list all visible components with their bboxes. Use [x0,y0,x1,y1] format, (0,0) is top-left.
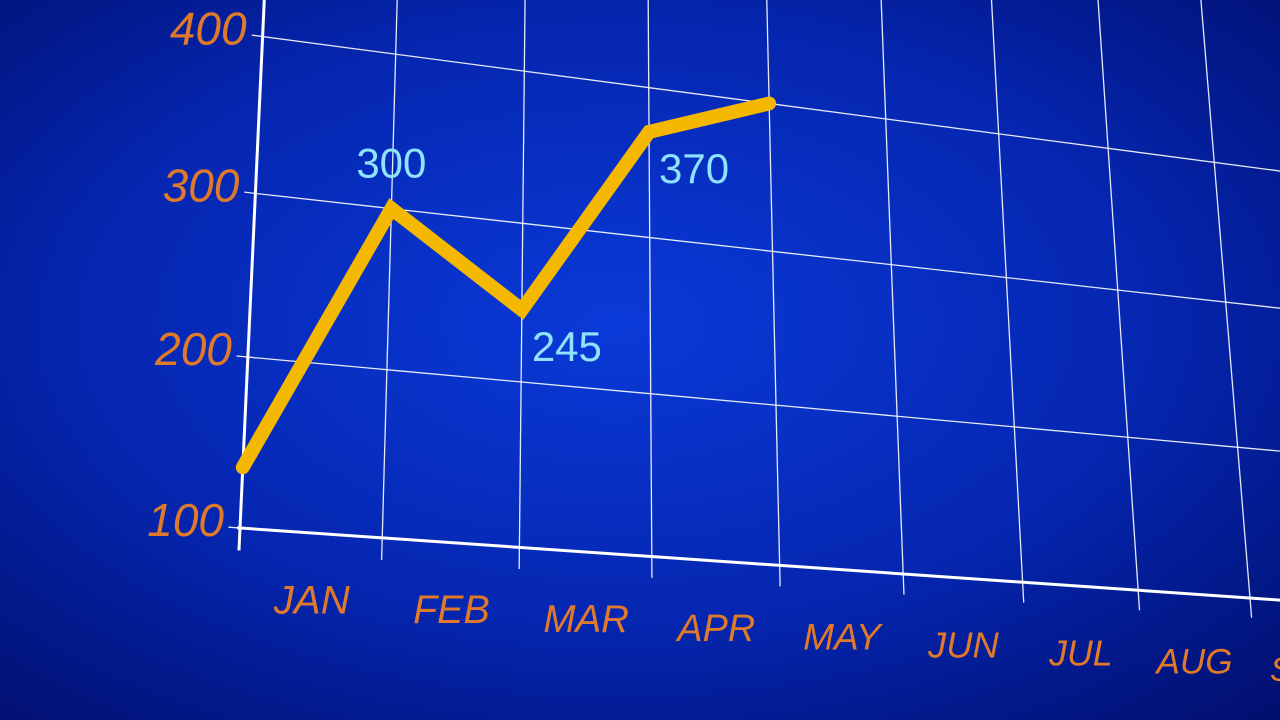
x-tick-label: APR [675,608,755,650]
x-tick-label: MAR [543,598,629,641]
x-tick-label: JUN [927,625,999,666]
x-tick-label: FEB [413,588,490,632]
data-label: 245 [532,323,602,370]
data-line [235,96,777,475]
x-axis [236,526,1280,602]
x-tick-label: JUL [1048,634,1112,674]
y-tick-label: 200 [154,323,232,375]
y-tick-label: 100 [147,494,224,546]
grid-line [251,34,1280,172]
y-tick-label: 400 [170,3,247,55]
x-tick-label: SEP [1270,651,1280,689]
y-axis [237,0,266,551]
grid-line [647,0,653,578]
data-label: 300 [356,140,426,187]
grid-line [380,0,398,560]
grid-line [244,191,1280,309]
x-tick-label: MAY [803,616,883,658]
x-tick-label: AUG [1155,642,1233,681]
grid-line [990,0,1025,603]
y-tick-label: 300 [163,160,240,212]
grid-line [766,0,781,587]
grid-line [518,0,526,570]
grid-line [236,355,1280,452]
grid-line [880,0,905,595]
data-label: 370 [659,145,729,192]
grid-line [1097,0,1141,611]
x-tick-label: JAN [273,578,351,623]
grid-line [1200,0,1253,618]
